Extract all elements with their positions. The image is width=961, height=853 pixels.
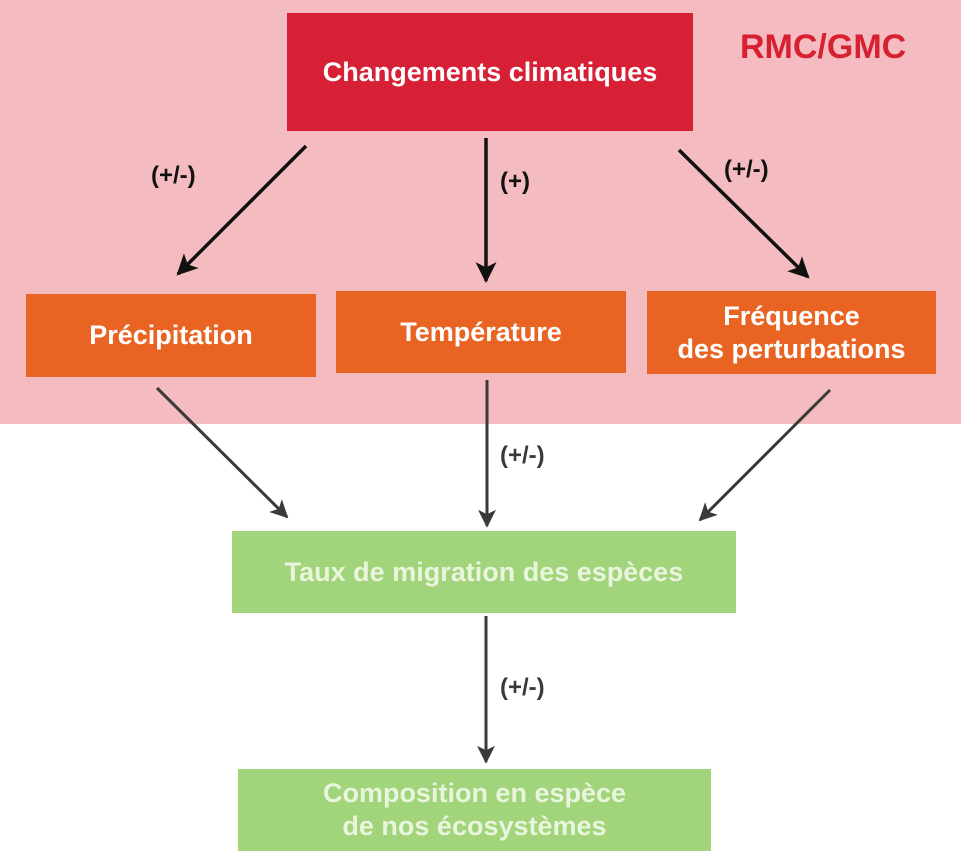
edge-label-frequency: (+/-)	[724, 156, 769, 183]
node-label: Taux de migration des espèces	[284, 556, 684, 587]
node-changements-climatiques: Changements climatiques	[287, 13, 693, 131]
edge-label-temperature: (+)	[500, 168, 530, 195]
edge-label-migration-composition: (+/-)	[500, 674, 545, 701]
node-label-line-1: Fréquence	[723, 300, 860, 331]
arrow-top-to-frequency	[677, 148, 810, 279]
node-composition-especes: Composition en espèce de nos écosystèmes	[238, 769, 711, 851]
node-label: Température	[400, 316, 562, 347]
node-precipitation: Précipitation	[26, 294, 316, 377]
node-frequence-perturbations: Fréquence des perturbations	[647, 291, 936, 374]
region-label: RMC/GMC	[740, 28, 907, 66]
node-label-line-2: de nos écosystèmes	[342, 811, 607, 841]
edge-label-precipitation: (+/-)	[151, 162, 196, 189]
arrow-precipitation-to-migration	[155, 386, 289, 519]
node-label-line-1: Composition en espèce	[322, 778, 627, 809]
node-label: Changements climatiques	[322, 56, 658, 87]
node-label: Précipitation	[89, 320, 253, 351]
arrow-top-to-precipitation	[176, 144, 308, 276]
node-temperature: Température	[336, 291, 626, 373]
arrow-frequency-to-migration	[698, 388, 832, 522]
edge-label-temperature-migration: (+/-)	[500, 442, 545, 469]
node-taux-migration: Taux de migration des espèces	[232, 531, 736, 613]
node-label-line-2: des perturbations	[677, 333, 906, 364]
